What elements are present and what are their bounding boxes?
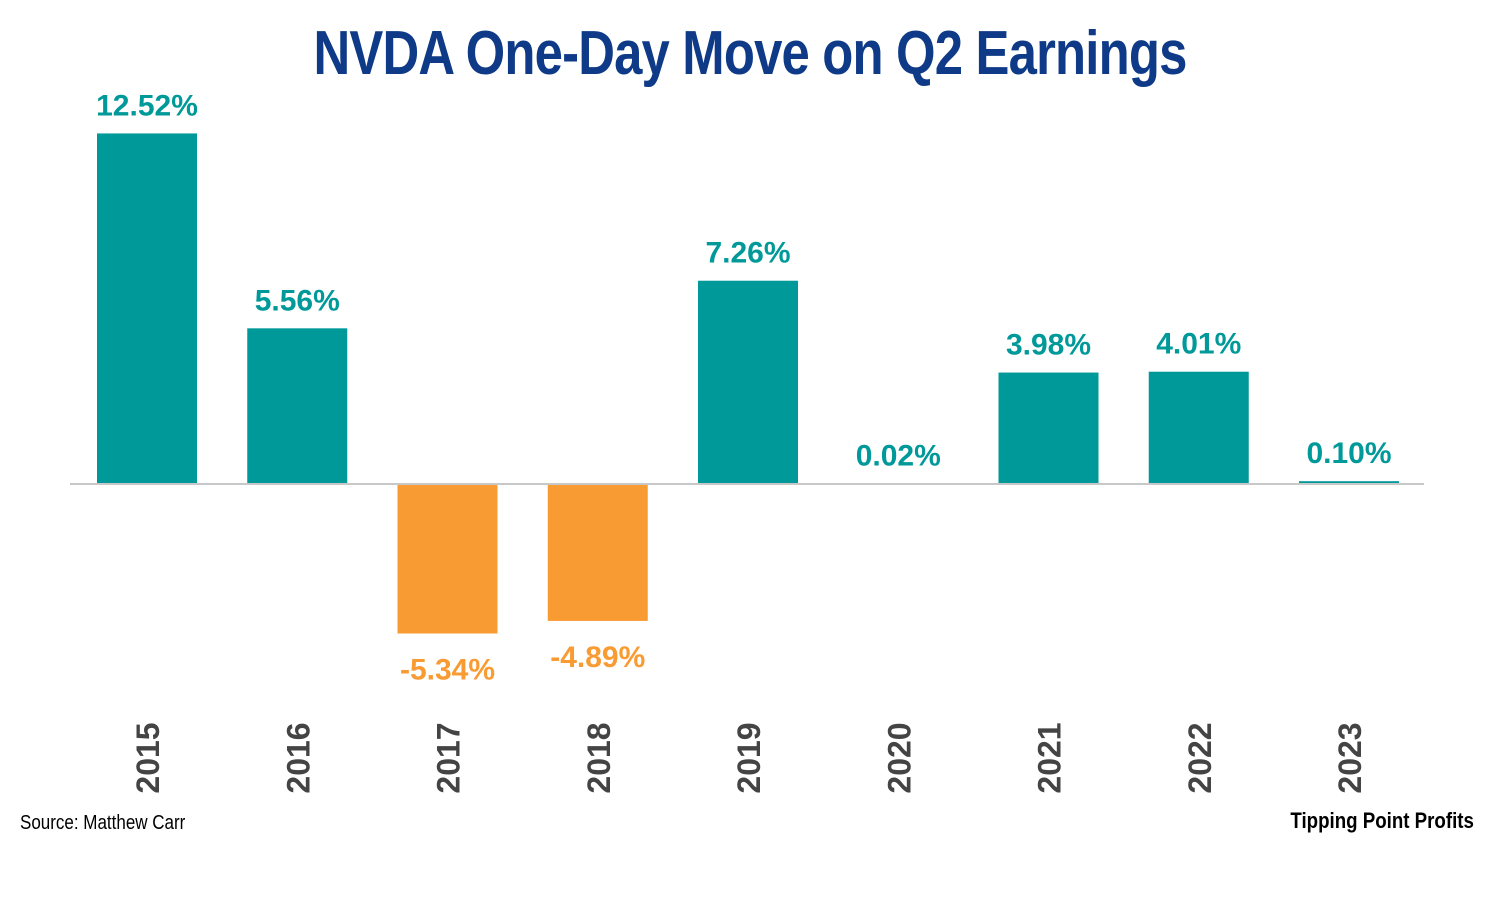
x-tick-label-2020: 2020	[881, 722, 917, 793]
bar-2019	[698, 280, 798, 484]
x-tick-label-2016: 2016	[280, 722, 316, 793]
bar-2016	[247, 328, 348, 484]
x-tick-label-2019: 2019	[731, 722, 767, 793]
x-tick-label-2021: 2021	[1032, 722, 1068, 793]
data-label-2016: 5.56%	[255, 284, 340, 317]
bar-2022	[1148, 371, 1249, 484]
data-label-2020: 0.02%	[856, 439, 941, 472]
x-tick-label-2017: 2017	[431, 722, 467, 793]
x-tick-labels-layer: 2015 2016 2017 2018 2019 2020 2021 2022 2023	[130, 722, 1368, 793]
data-labels-layer: 12.52% 5.56% -5.34% -4.89% 7.26% 0.02% 3.98% 4.…	[96, 89, 1391, 686]
bar-2015	[97, 133, 197, 484]
data-label-2018: -4.89%	[550, 641, 645, 674]
bar-2023	[1299, 481, 1399, 484]
x-tick-label-2015: 2015	[130, 722, 166, 793]
data-label-2017: -5.34%	[400, 654, 495, 687]
x-tick-label-2023: 2023	[1332, 722, 1368, 793]
chart-title: NVDA One-Day Move on Q2 Earnings	[313, 19, 1187, 88]
data-label-2023: 0.10%	[1306, 437, 1391, 470]
data-label-2022: 4.01%	[1156, 328, 1241, 361]
data-label-2021: 3.98%	[1006, 329, 1091, 362]
brand-label: Tipping Point Profits	[1290, 808, 1474, 833]
bars-layer	[97, 133, 1399, 634]
bar-2018	[547, 484, 648, 621]
bar-2021	[998, 372, 1099, 484]
data-label-2015: 12.52%	[96, 89, 198, 122]
x-tick-label-2022: 2022	[1182, 722, 1218, 793]
x-tick-label-2018: 2018	[581, 722, 617, 793]
data-label-2019: 7.26%	[705, 237, 790, 270]
source-credit: Source: Matthew Carr	[20, 812, 186, 834]
bar-2017	[397, 484, 498, 634]
